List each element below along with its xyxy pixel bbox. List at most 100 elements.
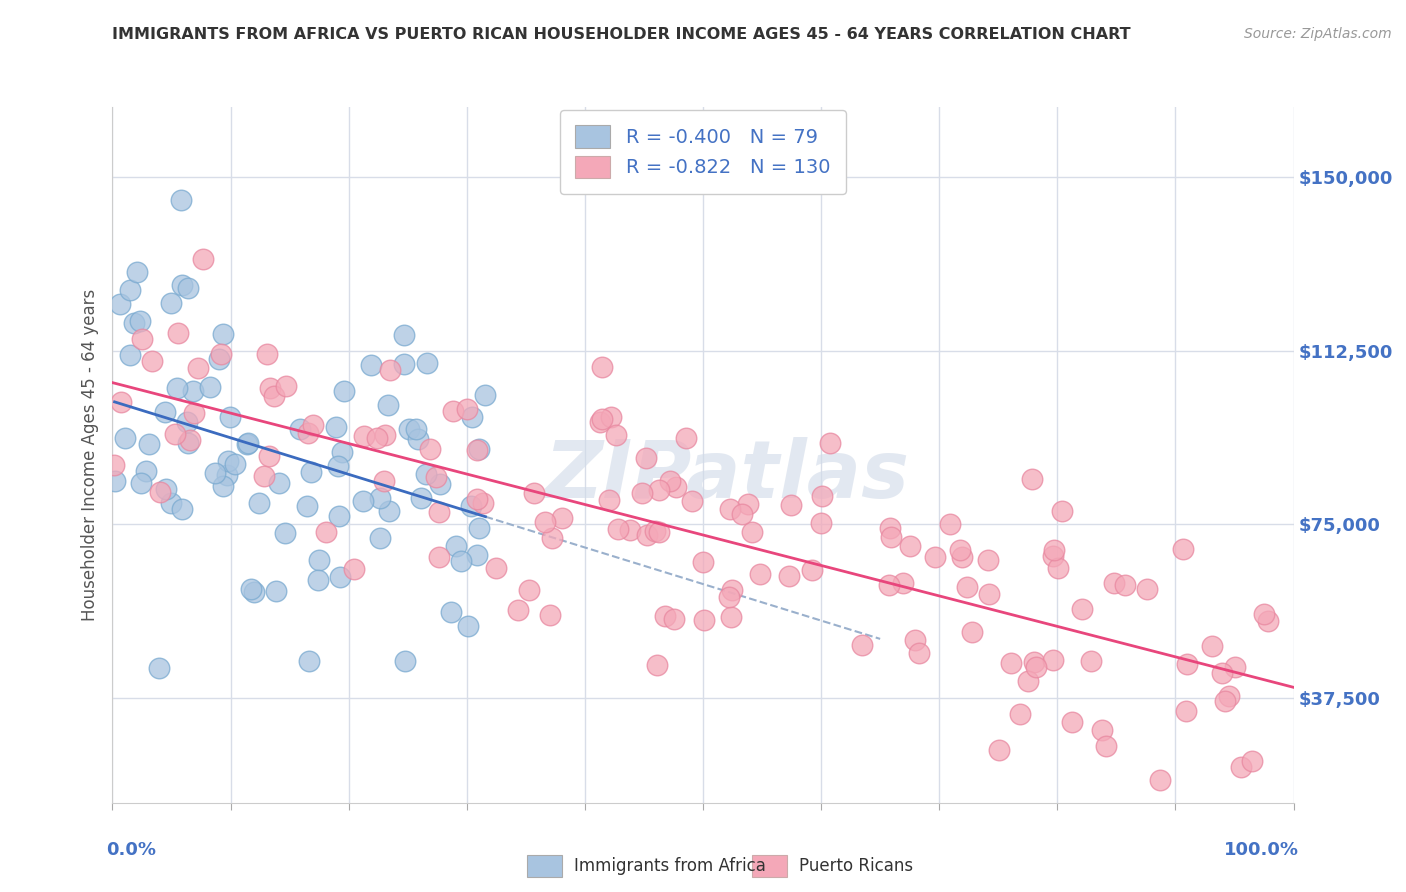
Point — [1050, 504, 1073, 518]
Point — [373, 475, 395, 489]
Point — [648, 483, 671, 498]
Point — [274, 526, 297, 541]
Point — [891, 576, 914, 591]
Point — [664, 612, 686, 626]
Point — [457, 618, 479, 632]
Point — [377, 398, 399, 412]
Point — [135, 464, 157, 478]
Text: Immigrants from Africa: Immigrants from Africa — [574, 856, 765, 875]
Point — [329, 569, 352, 583]
Point — [468, 442, 491, 457]
Point — [1201, 639, 1223, 653]
Point — [129, 475, 152, 490]
Point — [692, 555, 714, 569]
Point — [654, 609, 676, 624]
Point — [440, 605, 463, 619]
Point — [110, 394, 132, 409]
Point — [167, 326, 190, 340]
Point — [406, 433, 429, 447]
Point — [253, 469, 276, 483]
Point — [778, 569, 800, 583]
Point — [368, 531, 391, 545]
Point — [264, 583, 287, 598]
Point — [368, 491, 391, 505]
Point — [1071, 601, 1094, 615]
Point — [1080, 654, 1102, 668]
Point — [592, 412, 614, 426]
Point — [131, 332, 153, 346]
Point — [328, 508, 350, 523]
Point — [429, 476, 451, 491]
Point — [444, 539, 467, 553]
Point — [297, 425, 319, 440]
Point — [307, 573, 329, 587]
Point — [1211, 666, 1233, 681]
Point — [605, 427, 627, 442]
Point — [1095, 739, 1118, 753]
Point — [523, 486, 546, 500]
Point — [1223, 660, 1246, 674]
Point — [129, 314, 152, 328]
FancyBboxPatch shape — [527, 855, 562, 877]
FancyBboxPatch shape — [752, 855, 787, 877]
Point — [675, 431, 697, 445]
Point — [693, 613, 716, 627]
Point — [904, 633, 927, 648]
Point — [288, 422, 311, 436]
Point — [155, 483, 177, 497]
Point — [461, 410, 484, 425]
Point — [460, 500, 482, 514]
Point — [665, 480, 688, 494]
Text: 100.0%: 100.0% — [1225, 841, 1299, 859]
Point — [1062, 714, 1084, 729]
Text: ZIPatlas: ZIPatlas — [544, 437, 910, 515]
Point — [236, 437, 259, 451]
Point — [1021, 472, 1043, 486]
Point — [619, 523, 641, 537]
Point — [301, 417, 323, 432]
Point — [962, 625, 984, 640]
Point — [1042, 543, 1064, 558]
Point — [103, 475, 125, 489]
Point — [360, 358, 382, 372]
Point — [236, 436, 259, 450]
Point — [394, 357, 416, 371]
Point — [541, 531, 564, 545]
Point — [124, 316, 146, 330]
Point — [427, 505, 450, 519]
Point — [879, 521, 901, 535]
Point — [276, 379, 298, 393]
Point — [247, 496, 270, 510]
Point — [257, 449, 280, 463]
Y-axis label: Householder Income Ages 45 - 64 years: Householder Income Ages 45 - 64 years — [80, 289, 98, 621]
Point — [1022, 655, 1045, 669]
Point — [720, 609, 742, 624]
Point — [1175, 657, 1198, 672]
Point — [267, 475, 290, 490]
Point — [1253, 607, 1275, 621]
Point — [730, 507, 752, 521]
Point — [472, 496, 495, 510]
Point — [645, 658, 668, 673]
Point — [1042, 549, 1064, 564]
Point — [441, 404, 464, 418]
Point — [172, 277, 194, 292]
Point — [592, 360, 614, 375]
Point — [352, 493, 374, 508]
Point — [589, 415, 612, 429]
Point — [939, 516, 962, 531]
Point — [737, 496, 759, 510]
Point — [1218, 689, 1240, 703]
Point — [1114, 578, 1136, 592]
Point — [149, 485, 172, 500]
Point — [259, 381, 281, 395]
Point — [308, 553, 330, 567]
Point — [208, 352, 231, 367]
Point — [315, 524, 337, 539]
Point — [465, 443, 488, 458]
Point — [485, 561, 508, 575]
Point — [1149, 772, 1171, 787]
Point — [718, 502, 741, 516]
Point — [924, 550, 946, 565]
Point — [170, 193, 193, 207]
